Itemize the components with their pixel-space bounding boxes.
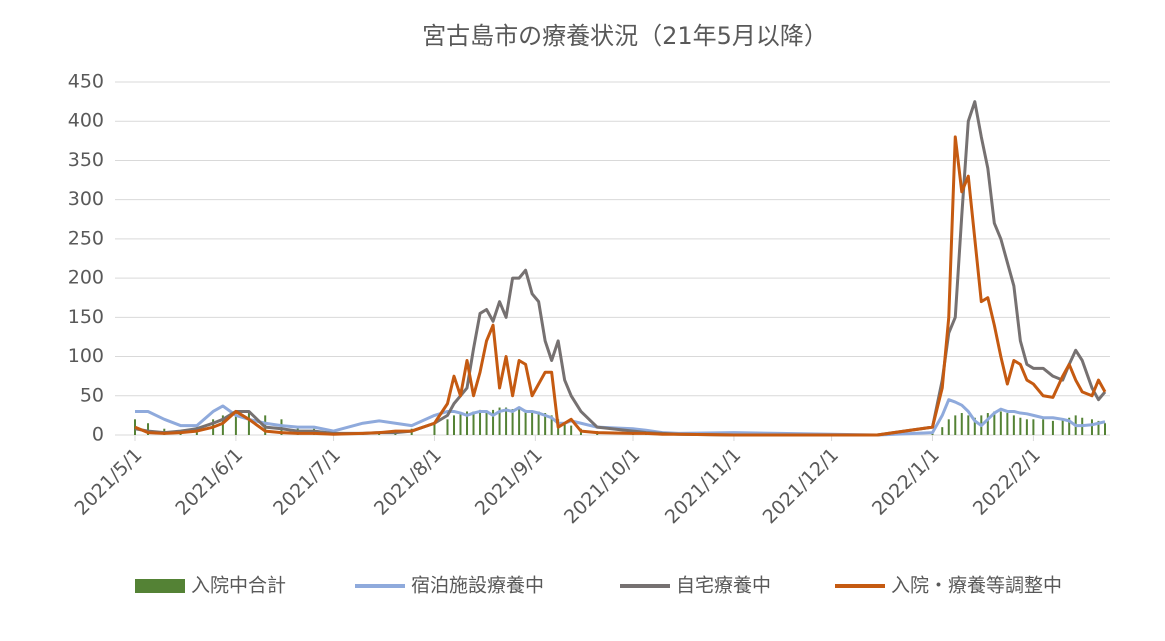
- y-tick-label: 200: [68, 267, 104, 289]
- bar: [1019, 417, 1022, 435]
- legend-label: 入院・療養等調整中: [891, 575, 1062, 597]
- bar: [999, 411, 1002, 435]
- bar: [147, 423, 150, 435]
- y-tick-label: 100: [68, 345, 104, 367]
- bar: [1051, 420, 1054, 435]
- bar: [505, 407, 508, 435]
- y-tick-label: 50: [80, 384, 104, 406]
- bar: [1090, 419, 1093, 435]
- line: [135, 398, 1106, 437]
- x-tick-label: 2021/5/1: [71, 444, 147, 520]
- y-tick-label: 350: [68, 149, 104, 171]
- y-tick-label: 450: [68, 71, 104, 93]
- x-tick-label: 2022/1/1: [868, 444, 944, 520]
- legend-label: 自宅療養中: [676, 575, 771, 597]
- x-tick-label: 2021/10/1: [560, 444, 644, 528]
- bar: [941, 427, 944, 435]
- bar: [511, 409, 514, 435]
- bar: [1061, 419, 1064, 435]
- bar: [498, 407, 501, 435]
- bar: [485, 411, 488, 435]
- legend-swatch: [135, 579, 185, 593]
- bar: [947, 419, 950, 435]
- bar: [1104, 423, 1106, 435]
- bar: [247, 411, 250, 435]
- chart-title: 宮古島市の療養状況（21年5月以降）: [422, 22, 828, 50]
- x-tick-label: 2021/12/1: [759, 444, 843, 528]
- bar: [452, 415, 455, 435]
- x-tick-label: 2021/11/1: [661, 444, 745, 528]
- x-tick-label: 2022/2/1: [969, 444, 1045, 520]
- bar: [537, 411, 540, 435]
- line: [134, 100, 1107, 437]
- bar: [1025, 419, 1028, 435]
- bar: [1006, 413, 1009, 435]
- bar: [524, 409, 527, 435]
- line: [134, 135, 1107, 437]
- bar: [1042, 419, 1045, 435]
- bar: [433, 423, 436, 435]
- bar: [472, 411, 475, 435]
- bar: [531, 411, 534, 435]
- bar: [954, 415, 957, 435]
- bar: [550, 415, 553, 435]
- legend-label: 入院中合計: [191, 575, 286, 597]
- bar: [967, 415, 970, 435]
- bar: [466, 411, 469, 435]
- bar: [960, 413, 963, 435]
- bar: [446, 419, 449, 435]
- y-tick-label: 300: [68, 188, 104, 210]
- bar: [570, 425, 573, 435]
- bar: [280, 419, 283, 435]
- x-tick-label: 2021/6/1: [171, 444, 247, 520]
- bar: [931, 433, 934, 435]
- bar: [518, 407, 521, 435]
- bar: [986, 413, 989, 435]
- x-tick-label: 2021/8/1: [370, 444, 446, 520]
- legend-label: 宿泊施設療養中: [411, 575, 544, 597]
- bar: [234, 411, 237, 435]
- x-tick-label: 2021/7/1: [269, 444, 345, 520]
- bar: [1068, 417, 1071, 435]
- bar: [1012, 415, 1015, 435]
- bar: [221, 415, 224, 435]
- bar: [479, 409, 482, 435]
- bar: [1097, 420, 1100, 435]
- y-tick-label: 150: [68, 306, 104, 328]
- bar: [1032, 419, 1035, 435]
- y-tick-label: 250: [68, 227, 104, 249]
- bar: [973, 417, 976, 435]
- bar: [544, 413, 547, 435]
- bar: [563, 423, 566, 435]
- bar: [993, 411, 996, 435]
- y-tick-label: 400: [68, 110, 104, 132]
- bar: [492, 409, 495, 435]
- x-tick-label: 2021/9/1: [471, 444, 547, 520]
- y-tick-label: 0: [92, 424, 104, 446]
- bar: [459, 413, 462, 435]
